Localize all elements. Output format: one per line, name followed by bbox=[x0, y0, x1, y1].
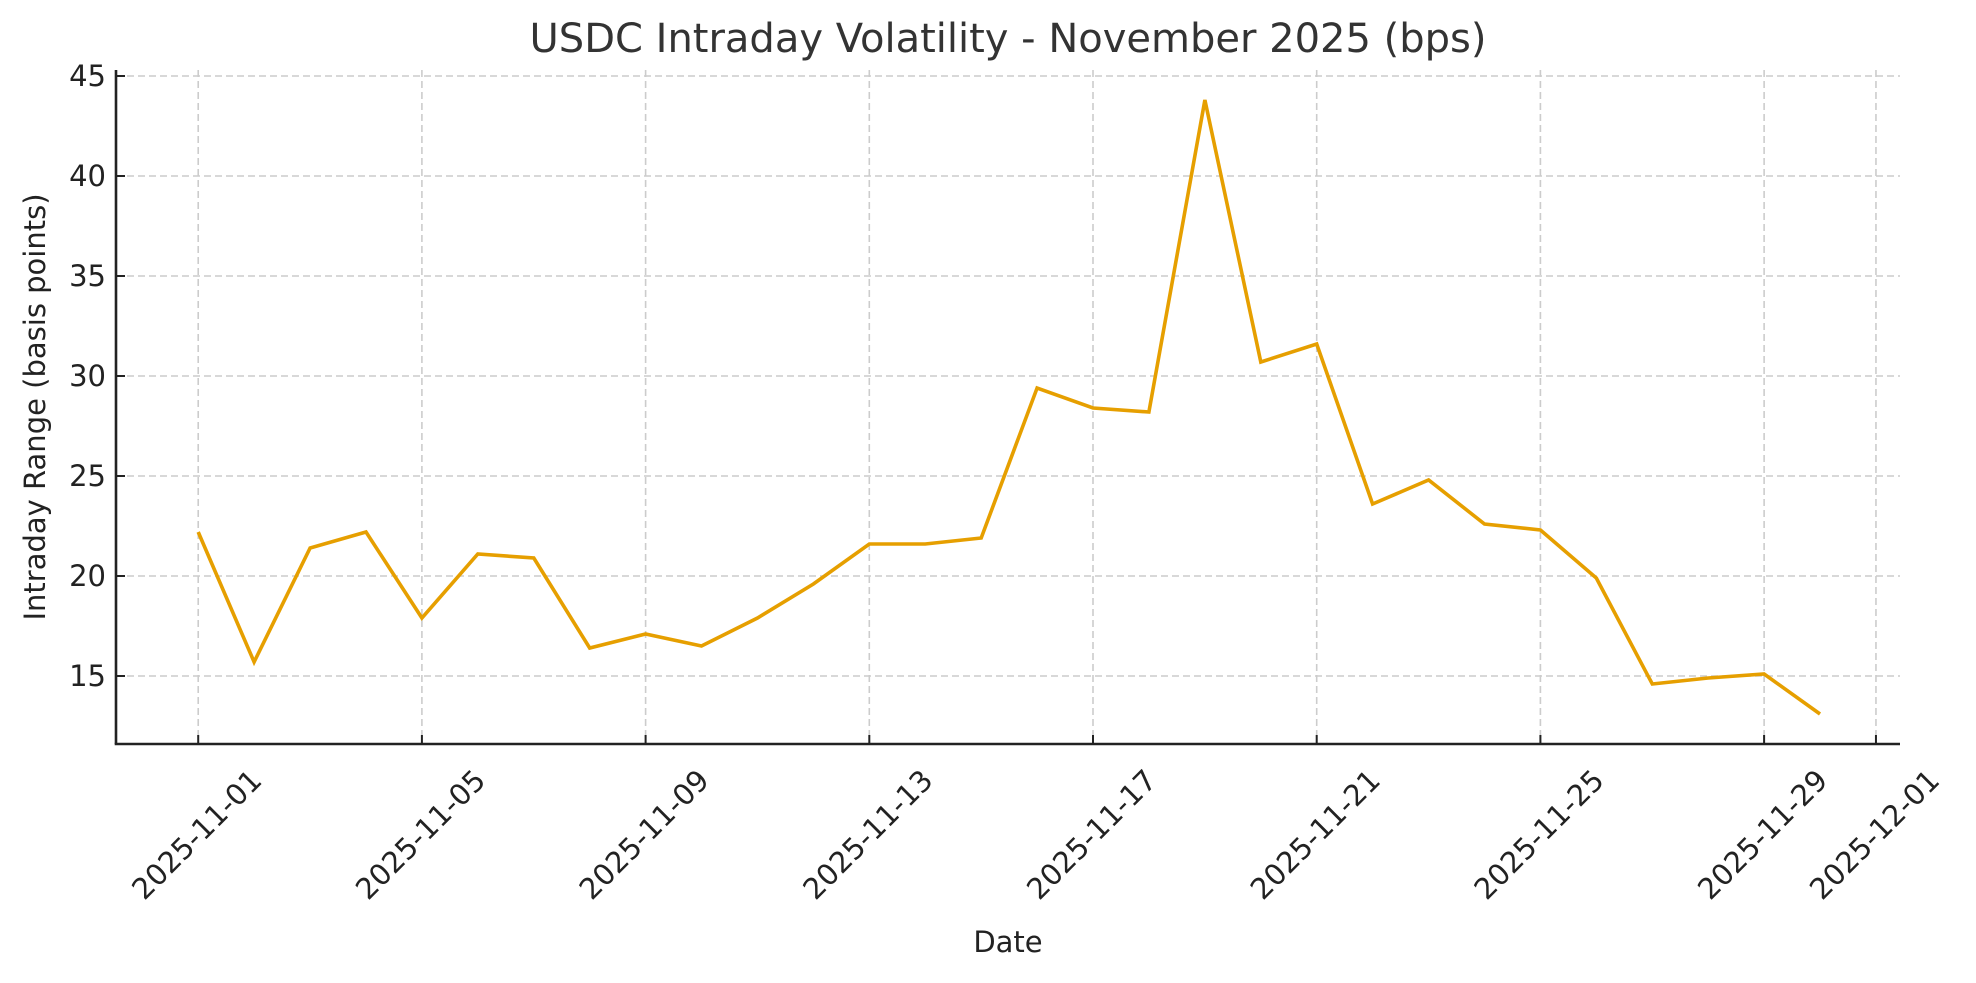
x-tick-label: 2025-11-01 bbox=[125, 763, 268, 906]
x-tick-label: 2025-11-09 bbox=[573, 763, 716, 906]
x-tick-label: 2025-11-21 bbox=[1244, 763, 1387, 906]
gridlines bbox=[116, 70, 1900, 744]
y-tick-label: 40 bbox=[69, 159, 106, 193]
y-tick-label: 35 bbox=[69, 259, 106, 293]
axes bbox=[114, 70, 1900, 746]
y-tick-label: 25 bbox=[69, 459, 106, 493]
y-tick-label: 20 bbox=[69, 559, 106, 593]
y-tick-label: 30 bbox=[69, 359, 106, 393]
y-axis-label: Intraday Range (basis points) bbox=[18, 193, 52, 620]
y-tick-label: 15 bbox=[69, 659, 106, 693]
y-tick-label: 45 bbox=[69, 59, 106, 93]
x-tick-label: 2025-11-13 bbox=[796, 763, 939, 906]
x-axis-ticks: 2025-11-01 2025-11-05 2025-11-09 2025-11-13… bbox=[125, 735, 1946, 906]
series-line bbox=[196, 99, 1822, 716]
x-tick-label: 2025-11-05 bbox=[349, 763, 492, 906]
x-axis-label: Date bbox=[973, 925, 1042, 959]
y-axis-ticks: 15 20 25 30 35 40 45 bbox=[69, 59, 125, 693]
chart-title: USDC Intraday Volatility - November 2025… bbox=[530, 16, 1487, 62]
data-series bbox=[196, 99, 1822, 716]
x-tick-label: 2025-11-25 bbox=[1467, 763, 1610, 906]
x-tick-label: 2025-11-17 bbox=[1020, 763, 1163, 906]
